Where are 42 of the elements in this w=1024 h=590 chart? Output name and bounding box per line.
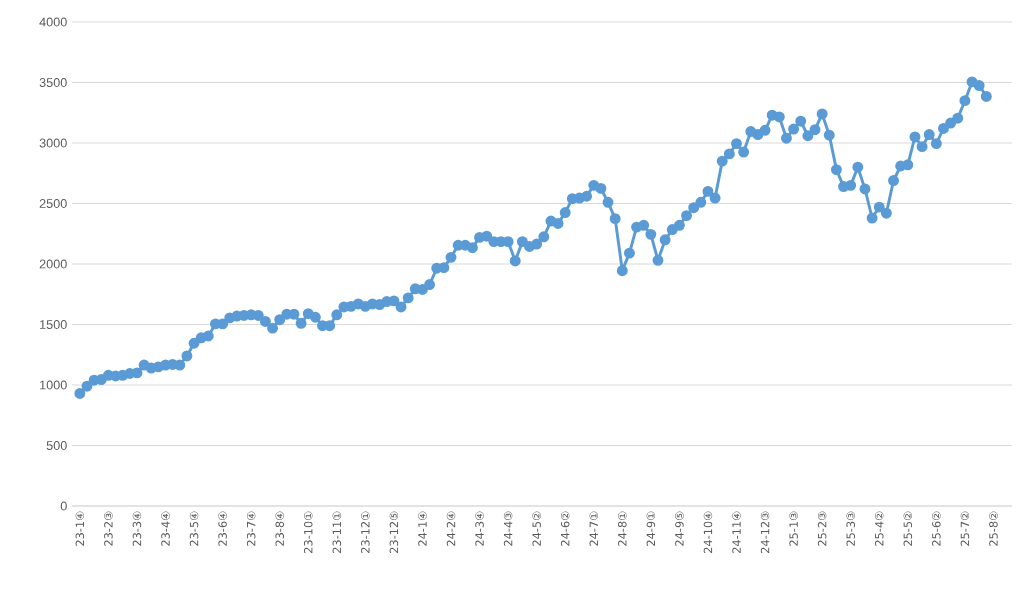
x-tick-label: 24-9⑤ — [675, 511, 684, 546]
x-tick-label: 25-8② — [989, 511, 998, 546]
x-tick-label: 24-2④ — [446, 511, 456, 546]
x-tick-label: 23-4④ — [161, 511, 170, 546]
x-tick-label: 24-8① — [618, 511, 627, 546]
x-tick-label: 25-2③ — [817, 511, 827, 546]
x-tick-label: 24-9① — [646, 511, 656, 546]
y-tick-label: 0 — [60, 501, 67, 511]
y-tick-label: 2000 — [39, 259, 67, 269]
x-tick-label: 24-10④ — [703, 511, 713, 553]
x-tick-label: 25-4② — [874, 511, 884, 546]
x-tick-label: 23-2③ — [104, 511, 113, 546]
x-tick-label: 25-3③ — [846, 511, 855, 546]
y-tick-label: 500 — [46, 441, 67, 450]
x-tick-label: 24-12③ — [760, 511, 770, 553]
y-tick-label: 1500 — [40, 320, 67, 329]
y-tick-label: 3500 — [39, 78, 67, 87]
y-tick-label: 4000 — [39, 17, 67, 27]
x-tick-label: 25-5② — [903, 511, 913, 546]
x-tick-label: 25-7② — [960, 511, 970, 546]
x-tick-label: 24-5② — [532, 511, 541, 546]
x-tick-label: 23-11① — [332, 511, 342, 553]
x-tick-label: 23-3④ — [132, 511, 142, 546]
x-tick-label: 23-12⑤ — [389, 511, 399, 553]
x-tick-label: 23-7④ — [246, 511, 256, 546]
x-tick-label: 23-1④ — [75, 511, 85, 546]
x-tick-label: 23-5④ — [189, 511, 199, 546]
x-tick-label: 23-8④ — [275, 511, 284, 546]
y-tick-label: 3000 — [39, 138, 67, 148]
x-tick-label: 24-4③ — [503, 511, 513, 546]
x-tick-label: 24-11④ — [732, 511, 741, 553]
x-tick-label: 24-6② — [560, 511, 570, 546]
x-tick-label: 24-3④ — [475, 511, 484, 546]
x-tick-label: 24-1④ — [418, 511, 427, 546]
x-tick-label: 25-1③ — [789, 511, 798, 546]
x-tick-label: 25-6② — [932, 511, 941, 546]
x-tick-label: 23-6④ — [218, 511, 227, 546]
y-tick-label: 2500 — [39, 199, 67, 208]
x-tick-label: 23-10① — [303, 511, 313, 553]
y-tick-label: 1000 — [40, 380, 67, 390]
x-tick-label: 23-12① — [361, 511, 370, 553]
x-tick-label: 24-7① — [589, 511, 599, 546]
